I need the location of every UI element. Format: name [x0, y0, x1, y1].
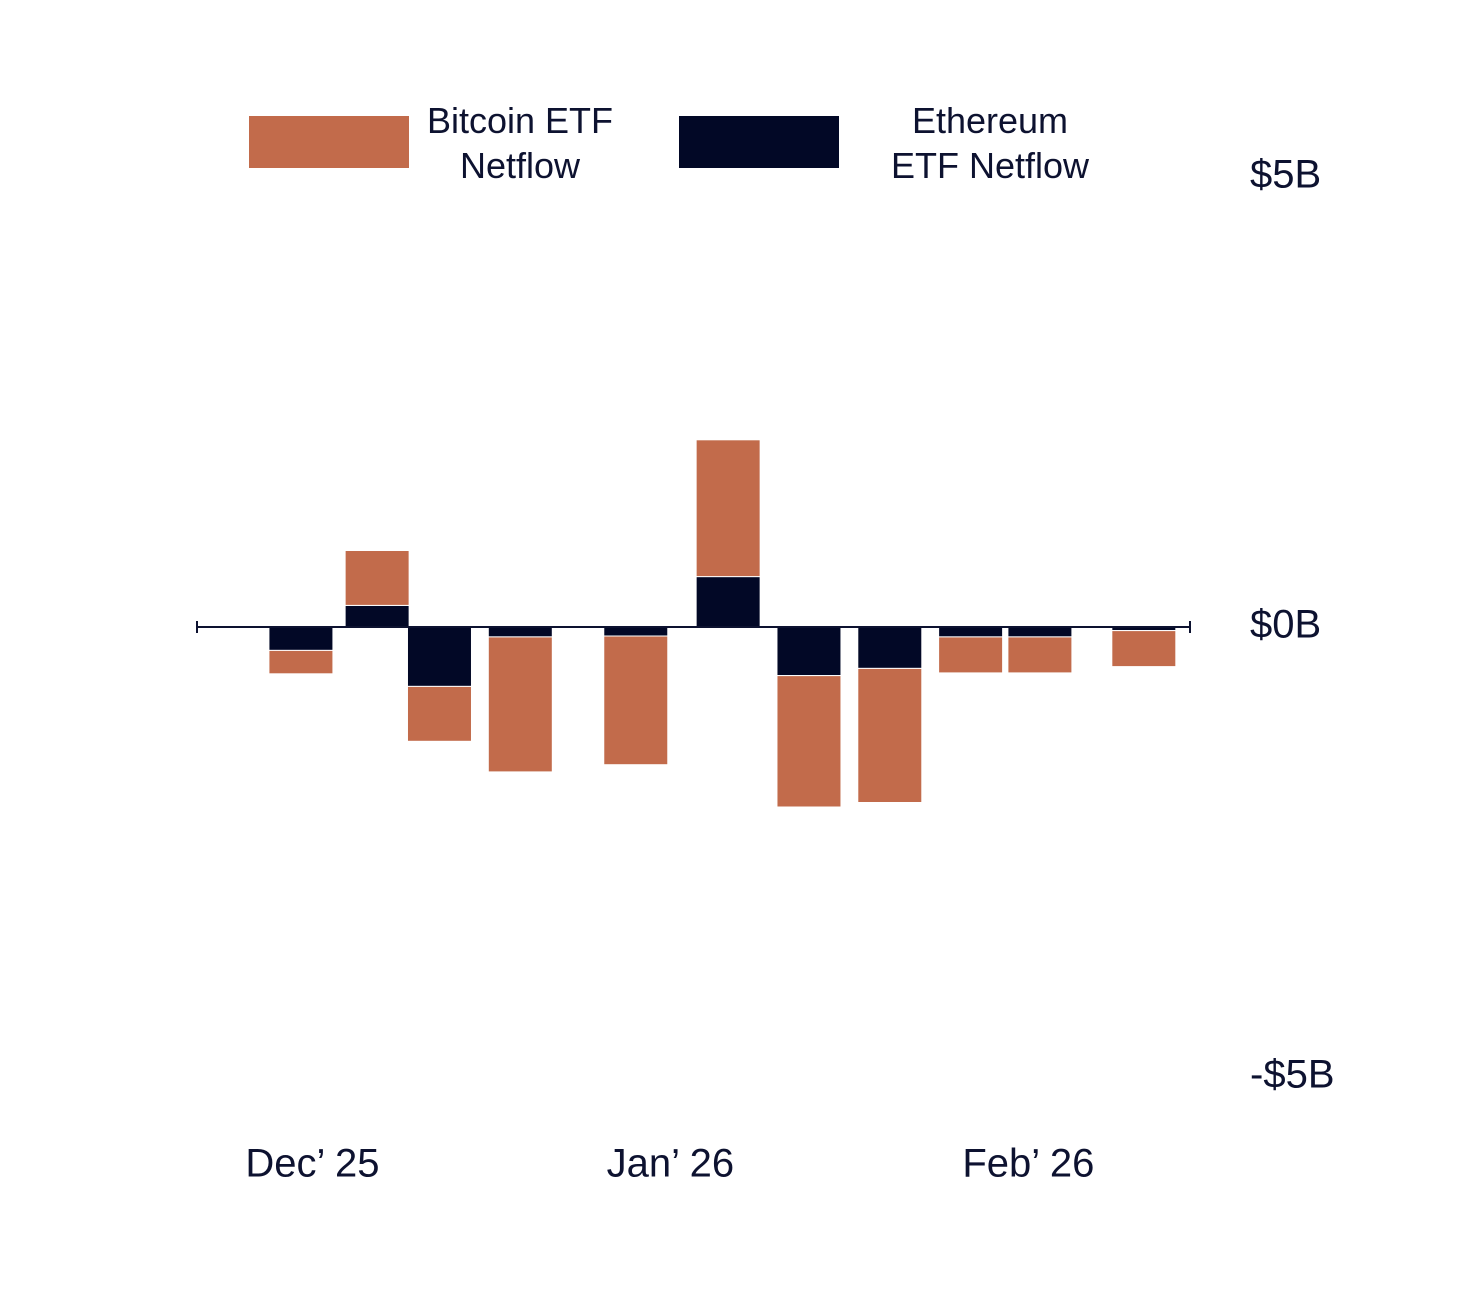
bar: [857, 626, 923, 669]
bar: [776, 626, 842, 677]
y-tick-label: $5B: [1250, 153, 1321, 197]
legend-swatch: [249, 116, 409, 168]
bar: [603, 635, 669, 766]
bar: [1007, 626, 1073, 638]
bar: [1007, 636, 1073, 674]
x-tick-label: Jan’ 26: [607, 1142, 735, 1186]
bar: [268, 626, 334, 651]
bar: [695, 439, 761, 578]
legend-label: Ethereum ETF Netflow: [890, 100, 1090, 186]
x-tick-label: Dec’ 25: [245, 1142, 379, 1186]
bar: [268, 649, 334, 675]
legend-label: Bitcoin ETF Netflow: [426, 100, 614, 186]
bar: [487, 626, 553, 638]
bar: [603, 626, 669, 637]
bar: [695, 576, 761, 628]
bar: [857, 667, 923, 804]
bar: [487, 636, 553, 773]
bar: [776, 675, 842, 808]
legend-swatch: [679, 116, 839, 168]
bar: [406, 685, 472, 742]
x-tick-label: Feb’ 26: [962, 1142, 1094, 1186]
bar: [938, 626, 1004, 638]
bar: [938, 636, 1004, 674]
y-tick-label: -$5B: [1250, 1053, 1335, 1097]
bar: [1111, 630, 1177, 668]
bar: [344, 550, 410, 606]
bar: [406, 626, 472, 687]
y-tick-label: $0B: [1250, 603, 1321, 647]
bar: [344, 604, 410, 628]
